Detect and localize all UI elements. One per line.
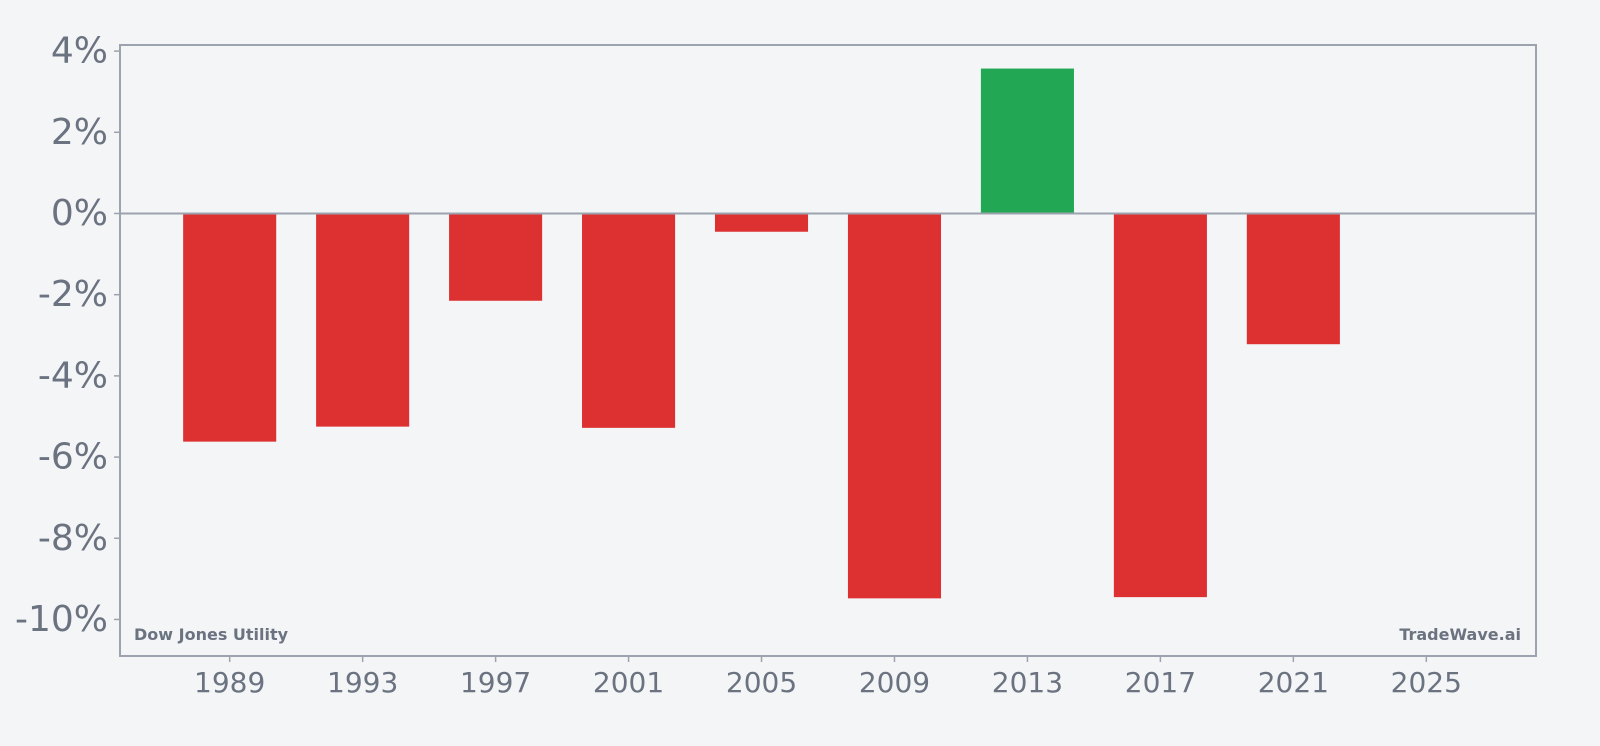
- y-tick-label: 4%: [51, 31, 108, 72]
- x-tick-label: 1993: [327, 666, 398, 699]
- plot-frame: [119, 44, 1537, 657]
- x-tick-label: 1997: [460, 666, 531, 699]
- x-tick-label: 2017: [1125, 666, 1196, 699]
- x-tick-label: 2021: [1258, 666, 1329, 699]
- index-name-label: Dow Jones Utility: [134, 625, 289, 644]
- y-tick-label: -10%: [15, 599, 108, 640]
- x-tick-label: 2009: [859, 666, 930, 699]
- bar-2009: [847, 213, 942, 599]
- x-axis-ticks: 1989 1993 1997 2001 2005 2009 2013 2017 2021 2025: [194, 656, 1462, 699]
- bar-2013: [980, 68, 1074, 214]
- bar-2017: [1113, 213, 1207, 598]
- y-tick-label: -6%: [38, 437, 108, 478]
- y-tick-label: -8%: [38, 518, 108, 559]
- bar-1997: [449, 213, 543, 301]
- watermark-label: TradeWave.ai: [1399, 625, 1521, 644]
- x-tick-label: 2005: [726, 666, 797, 699]
- y-axis-ticks: 4% 2% 0% -2% -4% -6% -8% -10%: [15, 31, 120, 640]
- bar-2021: [1246, 213, 1340, 345]
- x-tick-label: 2025: [1391, 666, 1462, 699]
- x-tick-label: 2013: [992, 666, 1063, 699]
- bar-2001: [582, 213, 676, 428]
- x-tick-label: 2001: [593, 666, 664, 699]
- bar-2005: [714, 213, 809, 232]
- bar-1993: [316, 213, 410, 427]
- y-tick-label: 0%: [51, 193, 108, 234]
- y-tick-label: 2%: [51, 112, 108, 153]
- bar-1989: [183, 213, 277, 442]
- y-tick-label: -2%: [38, 274, 108, 315]
- y-tick-label: -4%: [38, 355, 108, 396]
- x-tick-label: 1989: [194, 666, 265, 699]
- bars: [183, 68, 1340, 599]
